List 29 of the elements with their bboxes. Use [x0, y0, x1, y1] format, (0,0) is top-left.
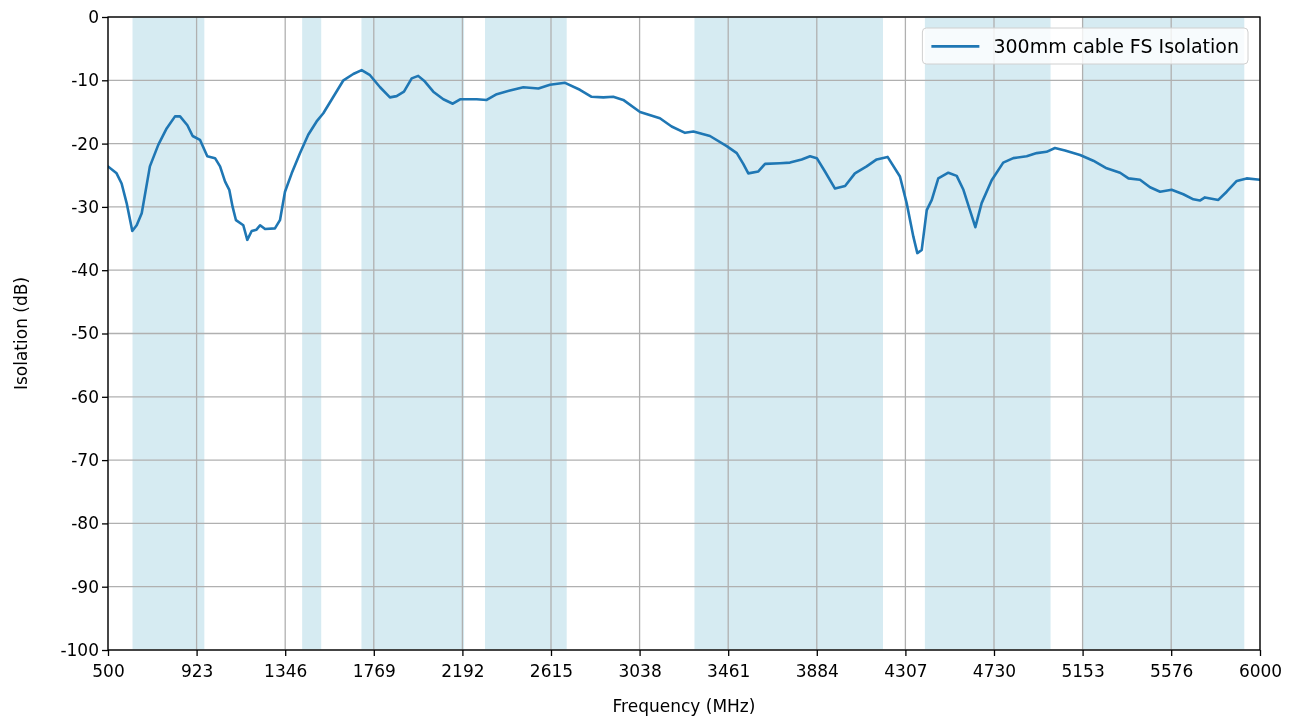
- legend-label: 300mm cable FS Isolation: [993, 35, 1239, 57]
- y-tick-label: -60: [71, 386, 99, 407]
- y-tick-label: -80: [71, 513, 99, 534]
- y-tick-label: -90: [71, 576, 99, 597]
- x-tick-label: 2192: [441, 660, 485, 681]
- y-tick-label: -40: [71, 260, 99, 281]
- y-tick-label: -20: [71, 133, 99, 154]
- x-tick-label: 500: [92, 660, 125, 681]
- x-tick-label: 3038: [618, 660, 662, 681]
- x-tick-label: 6000: [1238, 660, 1283, 681]
- y-tick-label: -70: [71, 450, 99, 471]
- x-tick-label: 3884: [795, 660, 839, 681]
- y-axis-title: Isolation (dB): [11, 276, 31, 391]
- x-tick-label: 1769: [352, 660, 396, 681]
- x-tick-label: 5576: [1150, 660, 1194, 681]
- x-tick-label: 4730: [972, 660, 1017, 681]
- y-tick-label: -50: [71, 323, 99, 344]
- y-tick-label: -10: [71, 70, 99, 91]
- x-axis-title: Frequency (MHz): [612, 696, 756, 716]
- line-series: [108, 68, 1260, 255]
- x-tick-label: 5153: [1061, 660, 1105, 681]
- y-tick-label: -30: [71, 196, 99, 217]
- x-tick-label: 3461: [707, 660, 751, 681]
- x-tick-label: 2615: [529, 660, 574, 681]
- x-tick-label: 4307: [884, 660, 928, 681]
- y-tick-label: -100: [60, 639, 99, 660]
- x-tick-label: 923: [180, 660, 214, 681]
- y-tick-label: 0: [88, 6, 99, 27]
- x-tick-label: 1346: [264, 660, 308, 681]
